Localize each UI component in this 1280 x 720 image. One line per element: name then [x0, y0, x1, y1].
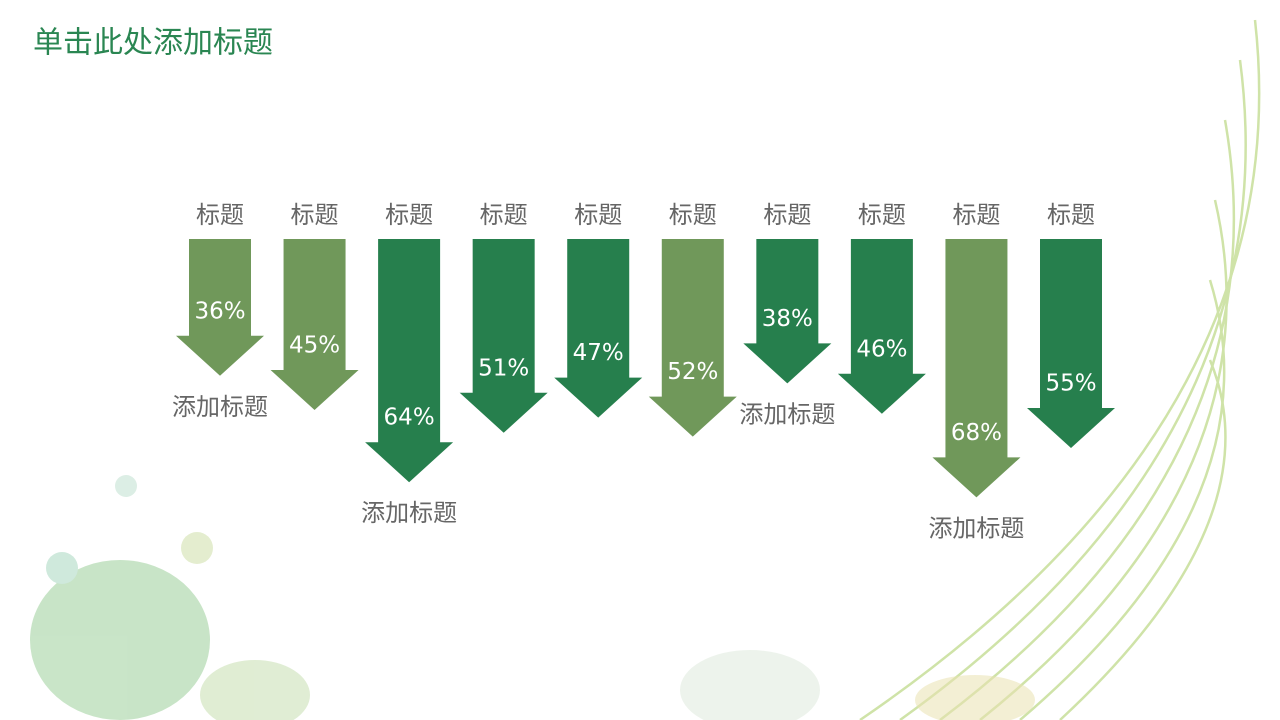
slide-title: 单击此处添加标题 [33, 26, 273, 61]
arrow [554, 239, 643, 418]
value-label: 52% [667, 359, 718, 385]
value-label: 45% [289, 333, 340, 359]
category-label: 标题 [291, 201, 339, 229]
category-label: 标题 [858, 201, 906, 229]
arrow [176, 239, 264, 376]
decoration [859, 19, 1261, 720]
value-label: 68% [951, 420, 1002, 446]
category-label: 标题 [196, 201, 244, 229]
category-label: 标题 [1047, 201, 1095, 229]
value-label: 51% [478, 355, 529, 381]
category-label: 标题 [763, 201, 811, 229]
sub-label: 添加标题 [928, 514, 1024, 542]
arrow [837, 239, 926, 414]
value-label: 55% [1045, 371, 1096, 397]
arrow [1027, 239, 1115, 448]
sub-label: 添加标题 [361, 499, 457, 527]
value-label: 64% [384, 405, 435, 431]
sub-label: 添加标题 [172, 393, 268, 421]
arrow [648, 239, 737, 437]
sub-label: 添加标题 [739, 400, 835, 428]
arrow [459, 239, 548, 433]
category-label: 标题 [480, 201, 528, 229]
category-label: 标题 [574, 201, 622, 229]
category-label: 标题 [385, 201, 433, 229]
leaves [30, 475, 1035, 720]
category-label: 标题 [669, 201, 717, 229]
value-label: 36% [194, 298, 245, 324]
value-label: 38% [762, 306, 813, 332]
value-label: 46% [856, 336, 907, 362]
value-label: 47% [573, 340, 624, 366]
arrow [365, 239, 454, 483]
arrow [743, 239, 832, 384]
category-label: 标题 [952, 201, 1000, 229]
arrow [932, 239, 1021, 498]
arrow [270, 239, 359, 410]
